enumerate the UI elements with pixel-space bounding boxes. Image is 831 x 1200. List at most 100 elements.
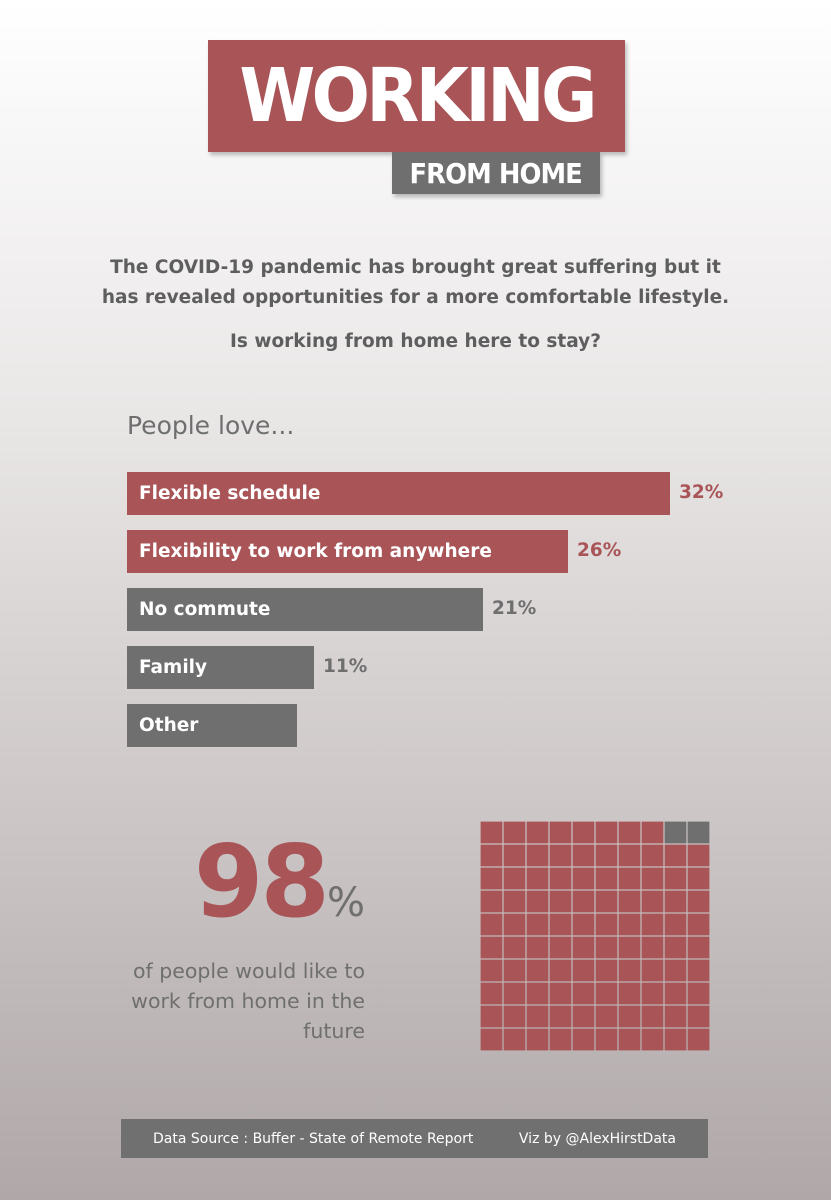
- waffle-cell-filled: [480, 959, 503, 982]
- waffle-cell-filled: [641, 1028, 664, 1051]
- waffle-cell-filled: [503, 1005, 526, 1028]
- waffle-cell-filled: [526, 913, 549, 936]
- waffle-cell-filled: [480, 982, 503, 1005]
- waffle-cell-filled: [641, 867, 664, 890]
- waffle-cell-filled: [641, 821, 664, 844]
- waffle-cell-filled: [687, 959, 710, 982]
- waffle-cell-filled: [664, 982, 687, 1005]
- bar-value-label: 11%: [323, 656, 368, 677]
- waffle-cell-filled: [572, 867, 595, 890]
- waffle-cell-filled: [526, 959, 549, 982]
- waffle-cell-filled: [664, 844, 687, 867]
- waffle-cell-filled: [595, 936, 618, 959]
- waffle-cell-filled: [480, 890, 503, 913]
- waffle-cell-filled: [595, 1005, 618, 1028]
- bar: Flexible schedule: [127, 472, 670, 515]
- big-stat-unit: %: [326, 880, 365, 926]
- intro-text: The COVID-19 pandemic has brought great …: [101, 257, 730, 308]
- waffle-cell-filled: [618, 821, 641, 844]
- waffle-cell-filled: [618, 913, 641, 936]
- page-subtitle: FROM HOME: [409, 156, 583, 190]
- waffle-cell-filled: [687, 867, 710, 890]
- waffle-cell-filled: [572, 913, 595, 936]
- waffle-cell-filled: [664, 867, 687, 890]
- waffle-cell-filled: [618, 959, 641, 982]
- waffle-cell-filled: [641, 1005, 664, 1028]
- waffle-cell-filled: [526, 1028, 549, 1051]
- waffle-cell-filled: [595, 821, 618, 844]
- waffle-cell-filled: [549, 913, 572, 936]
- waffle-cell-filled: [549, 844, 572, 867]
- waffle-cell-filled: [480, 1005, 503, 1028]
- bar-label: Flexible schedule: [139, 483, 321, 504]
- waffle-cell-filled: [549, 1028, 572, 1051]
- footer: Data Source : Buffer - State of Remote R…: [121, 1119, 708, 1158]
- waffle-cell-filled: [572, 936, 595, 959]
- waffle-cell-filled: [595, 1028, 618, 1051]
- waffle-cell-filled: [549, 890, 572, 913]
- waffle-cell-filled: [503, 936, 526, 959]
- waffle-cell-filled: [664, 890, 687, 913]
- waffle-cell-filled: [549, 1005, 572, 1028]
- waffle-cell-filled: [572, 959, 595, 982]
- page-title: WORKING: [239, 53, 597, 139]
- waffle-cell-filled: [526, 867, 549, 890]
- waffle-cell-filled: [572, 821, 595, 844]
- waffle-cell-filled: [526, 821, 549, 844]
- waffle-cell-filled: [526, 982, 549, 1005]
- waffle-cell-filled: [595, 959, 618, 982]
- waffle-cell-filled: [526, 936, 549, 959]
- waffle-cell-unfilled: [664, 821, 687, 844]
- waffle-cell-filled: [503, 959, 526, 982]
- waffle-cell-filled: [480, 821, 503, 844]
- big-stat-value: 98: [193, 823, 330, 940]
- waffle-cell-filled: [687, 1028, 710, 1051]
- waffle-cell-filled: [503, 890, 526, 913]
- waffle-cell-filled: [549, 936, 572, 959]
- waffle-cell-filled: [641, 913, 664, 936]
- waffle-cell-filled: [687, 844, 710, 867]
- intro-question: Is working from home here to stay?: [230, 331, 601, 352]
- waffle-cell-filled: [641, 959, 664, 982]
- waffle-cell-filled: [687, 913, 710, 936]
- waffle-cell-filled: [503, 1028, 526, 1051]
- waffle-cell-filled: [480, 1028, 503, 1051]
- waffle-cell-filled: [664, 913, 687, 936]
- waffle-cell-filled: [641, 936, 664, 959]
- waffle-cell-filled: [595, 844, 618, 867]
- waffle-cell-filled: [618, 1005, 641, 1028]
- waffle-cell-filled: [618, 844, 641, 867]
- bar-label: Family: [139, 657, 208, 678]
- waffle-cell-filled: [664, 1028, 687, 1051]
- waffle-cell-filled: [572, 844, 595, 867]
- waffle-cell-filled: [549, 867, 572, 890]
- bar-value-label: 32%: [679, 482, 724, 503]
- chart-title: People love...: [127, 411, 295, 440]
- waffle-cell-filled: [526, 844, 549, 867]
- big-stat: 98%: [100, 832, 365, 932]
- bar-label: No commute: [139, 599, 271, 620]
- waffle-cell-filled: [687, 982, 710, 1005]
- waffle-cell-filled: [618, 1028, 641, 1051]
- waffle-cell-filled: [664, 959, 687, 982]
- waffle-cell-filled: [572, 1028, 595, 1051]
- data-source: Data Source : Buffer - State of Remote R…: [153, 1130, 474, 1147]
- waffle-cell-filled: [480, 936, 503, 959]
- waffle-cell-filled: [480, 867, 503, 890]
- waffle-cell-filled: [595, 890, 618, 913]
- waffle-cell-filled: [618, 867, 641, 890]
- waffle-cell-filled: [595, 867, 618, 890]
- waffle-cell-filled: [480, 913, 503, 936]
- waffle-cell-filled: [503, 913, 526, 936]
- waffle-cell-filled: [664, 936, 687, 959]
- waffle-cell-filled: [572, 1005, 595, 1028]
- waffle-cell-filled: [526, 890, 549, 913]
- waffle-cell-filled: [572, 890, 595, 913]
- bar-value-label: 26%: [577, 540, 622, 561]
- waffle-cell-filled: [526, 1005, 549, 1028]
- waffle-cell-filled: [480, 844, 503, 867]
- waffle-cell-filled: [664, 1005, 687, 1028]
- big-stat-description: of people would like to work from home i…: [131, 959, 365, 1043]
- title-banner: WORKING: [208, 40, 625, 152]
- viz-credit: Viz by @AlexHirstData: [518, 1130, 676, 1147]
